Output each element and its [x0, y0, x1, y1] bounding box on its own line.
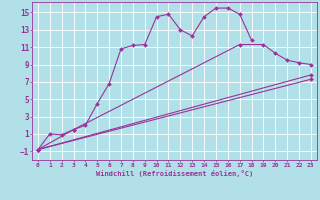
X-axis label: Windchill (Refroidissement éolien,°C): Windchill (Refroidissement éolien,°C) — [96, 170, 253, 177]
